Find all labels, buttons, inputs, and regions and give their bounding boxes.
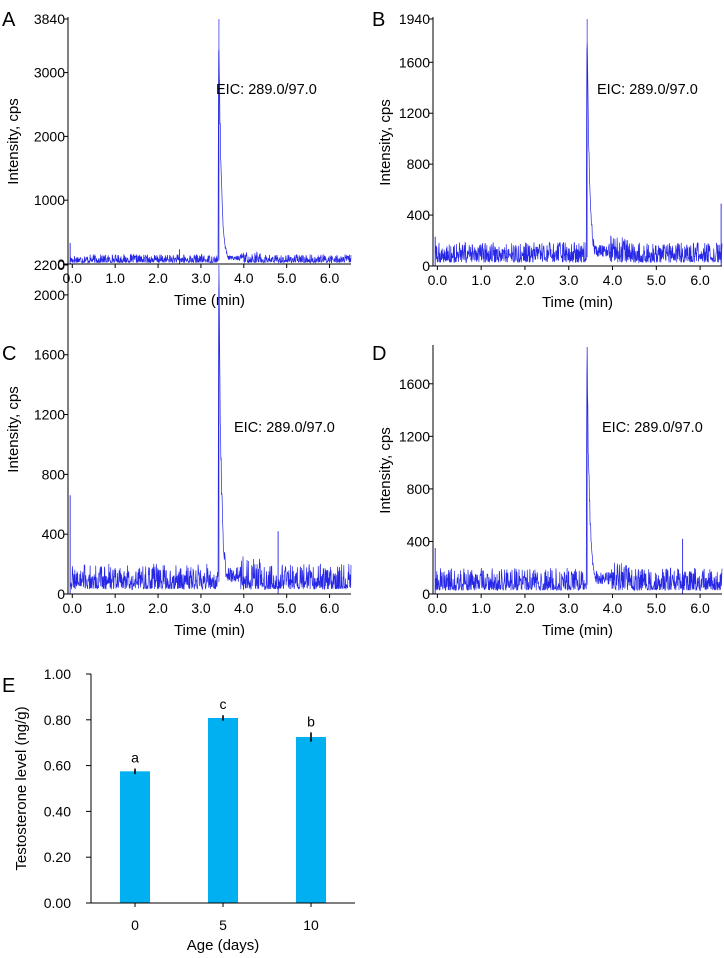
trace-line-c	[69, 265, 352, 591]
y-tick-label: 400	[407, 533, 431, 549]
y-axis-label: Intensity, cps	[377, 99, 394, 185]
y-tick-label: 0.20	[44, 849, 71, 865]
y-tick-label: 1600	[399, 54, 430, 70]
x-tick-label: 5.0	[647, 600, 667, 616]
y-tick-label: 1600	[34, 347, 65, 363]
y-tick-label: 3000	[34, 65, 65, 81]
x-tick-label: 10	[303, 917, 319, 933]
y-tick-label: 1.00	[44, 666, 71, 682]
eic-annotation: EIC: 289.0/97.0	[602, 420, 703, 436]
x-tick-label: 0.0	[428, 600, 448, 616]
x-tick-label: 6.0	[690, 272, 710, 288]
eic-annotation: EIC: 289.0/97.0	[216, 82, 317, 98]
y-tick-label: 1200	[399, 105, 430, 121]
y-tick-label: 0	[422, 586, 430, 602]
x-tick-label: 4.0	[234, 270, 254, 286]
trace-line-a	[69, 19, 352, 264]
chromatogram-panel-b: 0 400 800 1200 1600 1940 0.0 1.0 2.0 3.0 4.0 5.0 6.0…	[372, 9, 723, 311]
eic-annotation: EIC: 289.0/97.0	[597, 82, 698, 98]
x-tick-label: 3.0	[191, 600, 211, 616]
bar-age-5	[208, 717, 238, 903]
panel-letter-b: B	[372, 9, 385, 31]
significance-letter: a	[131, 750, 139, 766]
y-tick-label: 400	[407, 207, 431, 223]
y-tick-label: 1200	[34, 407, 65, 423]
y-tick-label: 2000	[34, 128, 65, 144]
y-tick-label: 0.80	[44, 712, 71, 728]
x-axis-label: Time (min)	[174, 292, 245, 309]
x-tick-label: 6.0	[320, 270, 340, 286]
bar-chart-panel-e: a 0 c 5 b 10 0.00 0.20 0.40 0.60 0.80 1.00 Age (days…	[2, 666, 355, 954]
panel-letter-e: E	[2, 675, 15, 697]
x-axis-label: Time (min)	[542, 294, 613, 311]
y-tick-label: 0	[57, 586, 65, 602]
x-tick-label: 2.0	[515, 600, 535, 616]
x-tick-label: 6.0	[690, 600, 710, 616]
y-tick-label: 800	[407, 481, 431, 497]
x-tick-label: 1.0	[471, 600, 491, 616]
x-tick-label: 2.0	[148, 600, 168, 616]
x-tick-label: 1.0	[105, 600, 125, 616]
x-tick-label: 3.0	[559, 600, 579, 616]
x-tick-label: 1.0	[105, 270, 125, 286]
y-axis-label: Testosterone level (ng/g)	[13, 706, 30, 870]
x-tick-label: 1.0	[471, 272, 491, 288]
y-tick-label: 1000	[34, 192, 65, 208]
x-tick-label: 0.0	[428, 272, 448, 288]
panel-letter-c: C	[2, 343, 16, 365]
panel-letter-d: D	[372, 343, 386, 365]
y-tick-label: 800	[42, 466, 66, 482]
x-tick-label: 5.0	[277, 270, 297, 286]
x-tick-label: 2.0	[148, 270, 168, 286]
significance-letter: b	[307, 713, 315, 729]
y-tick-label: 2000	[34, 287, 65, 303]
x-axis-label: Time (min)	[542, 622, 613, 639]
bar-age-10	[296, 736, 326, 903]
x-tick-label: 4.0	[234, 600, 254, 616]
trace-line-d	[434, 346, 723, 592]
y-tick-label: 0	[57, 256, 65, 272]
y-tick-label: 800	[407, 156, 431, 172]
y-tick-label: 0.60	[44, 758, 71, 774]
y-tick-label: 2200	[34, 257, 65, 273]
y-axis-label: Intensity, cps	[377, 427, 394, 513]
y-tick-label: 0.00	[44, 895, 71, 911]
x-tick-label: 5.0	[647, 272, 667, 288]
y-tick-label: 3840	[34, 11, 65, 27]
trace-line-b	[434, 19, 723, 264]
panel-letter-a: A	[2, 9, 16, 31]
x-tick-label: 4.0	[603, 600, 623, 616]
y-axis-label: Intensity, cps	[5, 98, 22, 184]
x-axis-label: Age (days)	[187, 937, 260, 954]
chromatogram-panel-d: 0 400 800 1200 1600 0.0 1.0 2.0 3.0 4.0 5.0 6.0 Time…	[372, 343, 723, 639]
x-tick-label: 3.0	[559, 272, 579, 288]
eic-annotation: EIC: 289.0/97.0	[234, 420, 335, 436]
y-tick-label: 1200	[399, 428, 430, 444]
y-tick-label: 1940	[399, 11, 430, 27]
y-axis-label: Intensity, cps	[5, 386, 22, 472]
chromatogram-panel-a: 0 1000 2000 3000 3840 0.0 1.0 2.0 3.0 4.0 5.0 6.0 Ti…	[2, 9, 352, 309]
y-tick-label: 400	[42, 526, 66, 542]
x-tick-label: 0.0	[63, 270, 83, 286]
y-tick-label: 0	[422, 258, 430, 274]
x-tick-label: 3.0	[191, 270, 211, 286]
x-tick-label: 5.0	[277, 600, 297, 616]
y-tick-label: 1600	[399, 376, 430, 392]
y-tick-label: 0.40	[44, 803, 71, 819]
x-tick-label: 0.0	[63, 600, 83, 616]
x-axis-label: Time (min)	[174, 622, 245, 639]
significance-letter: c	[220, 696, 227, 712]
x-tick-label: 6.0	[320, 600, 340, 616]
x-tick-label: 4.0	[603, 272, 623, 288]
x-tick-label: 2.0	[515, 272, 535, 288]
bar-age-0	[120, 771, 150, 903]
x-tick-label: 5	[219, 917, 227, 933]
x-tick-label: 0	[131, 917, 139, 933]
